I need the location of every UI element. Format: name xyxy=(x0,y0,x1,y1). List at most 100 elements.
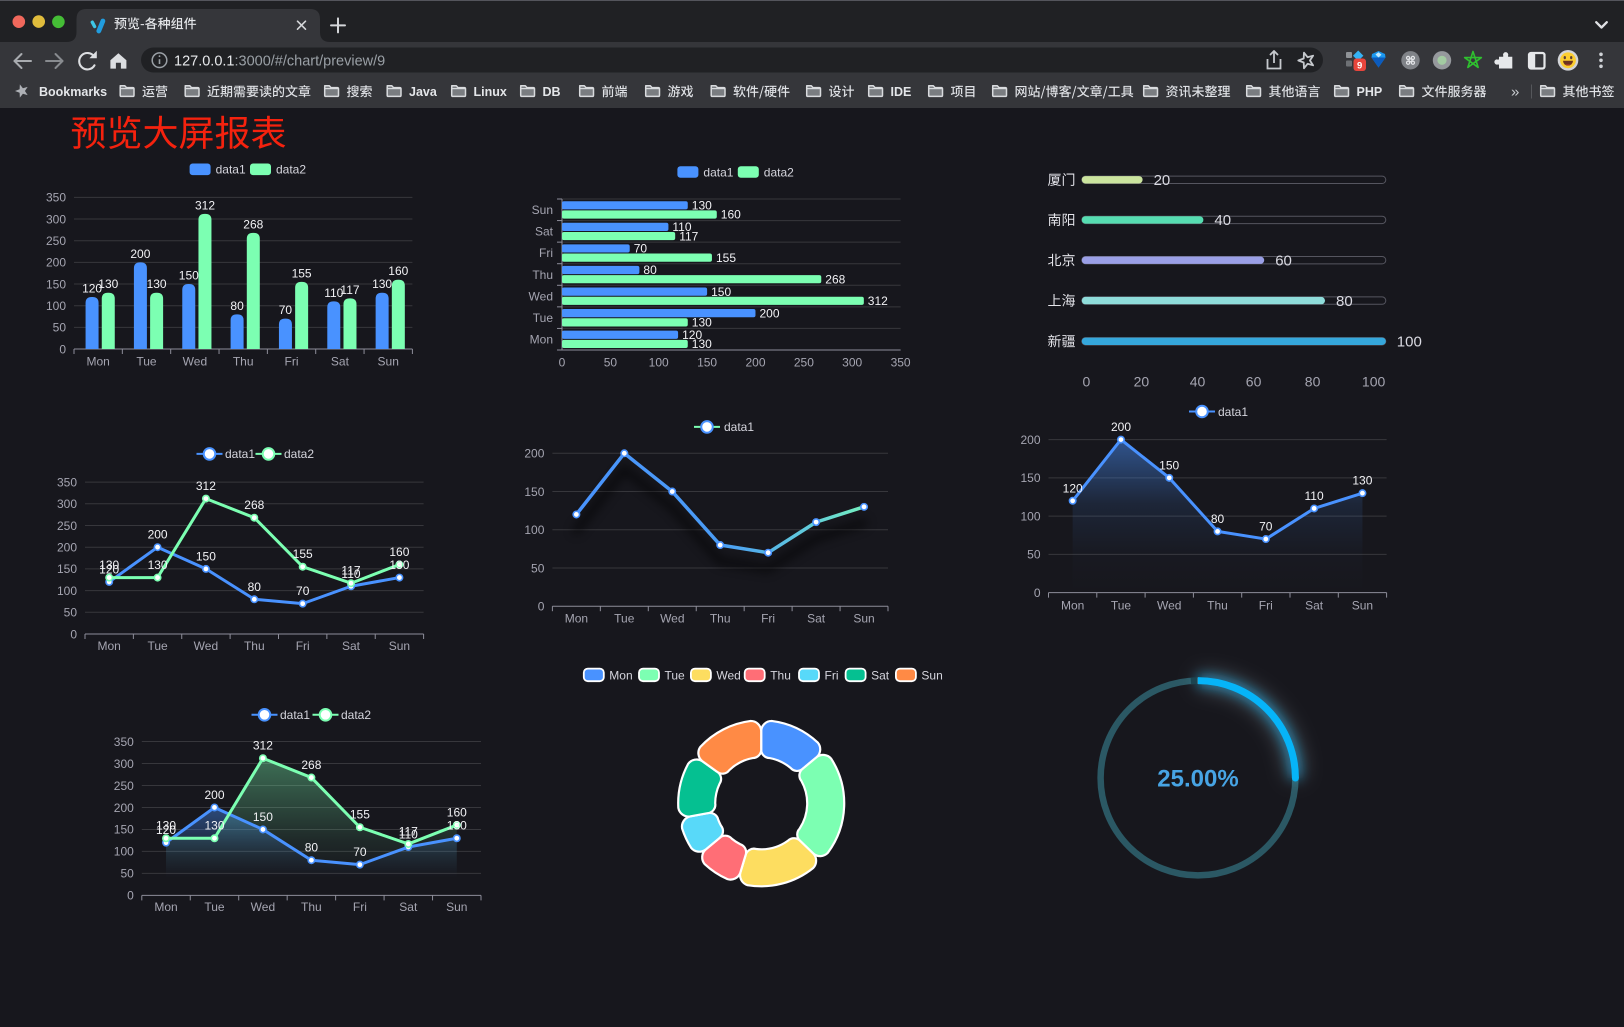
svg-text:Mon: Mon xyxy=(565,611,588,625)
svg-text:Wed: Wed xyxy=(251,900,275,914)
svg-text:130: 130 xyxy=(692,316,712,330)
svg-text:100: 100 xyxy=(1397,334,1422,351)
svg-text:200: 200 xyxy=(46,256,66,270)
svg-text:250: 250 xyxy=(46,234,66,248)
svg-text:0: 0 xyxy=(1083,374,1091,390)
svg-text:150: 150 xyxy=(253,810,273,824)
svg-text:350: 350 xyxy=(891,355,911,369)
svg-text:Thu: Thu xyxy=(301,900,322,914)
svg-text:100: 100 xyxy=(1020,509,1040,523)
svg-text:Tue: Tue xyxy=(204,900,225,914)
svg-text:155: 155 xyxy=(350,808,370,822)
svg-text:Sat: Sat xyxy=(871,668,890,682)
svg-text:200: 200 xyxy=(524,447,544,461)
svg-text:155: 155 xyxy=(292,266,312,280)
svg-text:Fri: Fri xyxy=(825,668,839,682)
svg-text:0: 0 xyxy=(559,355,566,369)
svg-text:200: 200 xyxy=(745,355,765,369)
svg-text:130: 130 xyxy=(447,819,467,833)
svg-text:117: 117 xyxy=(679,229,698,243)
svg-text:data1: data1 xyxy=(225,447,255,461)
svg-text:150: 150 xyxy=(1020,471,1040,485)
svg-text:0: 0 xyxy=(70,627,77,641)
svg-text:0: 0 xyxy=(59,342,66,356)
svg-text:130: 130 xyxy=(148,558,168,572)
svg-text:Mon: Mon xyxy=(87,354,110,368)
svg-text:200: 200 xyxy=(204,788,224,802)
svg-text:Mon: Mon xyxy=(1061,598,1084,612)
svg-text:110: 110 xyxy=(324,286,343,300)
svg-text:100: 100 xyxy=(57,584,77,598)
svg-text:60: 60 xyxy=(1246,374,1262,390)
svg-text:70: 70 xyxy=(1259,520,1273,534)
svg-text:268: 268 xyxy=(244,498,264,512)
svg-text:130: 130 xyxy=(692,199,712,213)
svg-text:Wed: Wed xyxy=(716,668,740,682)
svg-text:300: 300 xyxy=(57,497,77,511)
svg-text:data1: data1 xyxy=(280,708,310,722)
svg-text:130: 130 xyxy=(98,277,118,291)
svg-text:120: 120 xyxy=(1063,481,1083,495)
svg-text:Tue: Tue xyxy=(147,639,168,653)
svg-text:data2: data2 xyxy=(341,708,371,722)
svg-text:100: 100 xyxy=(114,845,134,859)
svg-text:117: 117 xyxy=(341,564,360,578)
svg-text:Linux: Linux xyxy=(474,85,507,99)
svg-text:350: 350 xyxy=(114,735,134,749)
svg-text:Tue: Tue xyxy=(614,611,635,625)
svg-text:150: 150 xyxy=(524,485,544,499)
svg-text:250: 250 xyxy=(114,779,134,793)
svg-text:Sun: Sun xyxy=(389,639,410,653)
svg-text:80: 80 xyxy=(230,299,244,313)
svg-text:117: 117 xyxy=(399,825,418,839)
svg-text:100: 100 xyxy=(46,299,66,313)
svg-text:160: 160 xyxy=(721,208,741,222)
svg-text:Sun: Sun xyxy=(378,354,399,368)
svg-text:200: 200 xyxy=(114,801,134,815)
svg-text:117: 117 xyxy=(340,283,359,297)
svg-text:50: 50 xyxy=(1027,548,1041,562)
svg-text:200: 200 xyxy=(130,247,150,261)
svg-text:data2: data2 xyxy=(764,165,794,179)
svg-text:130: 130 xyxy=(372,277,392,291)
svg-text:200: 200 xyxy=(760,306,780,320)
svg-text:120: 120 xyxy=(99,562,119,576)
svg-text:Sun: Sun xyxy=(921,668,942,682)
svg-text:70: 70 xyxy=(353,845,367,859)
svg-text:300: 300 xyxy=(46,212,66,226)
svg-text:268: 268 xyxy=(825,272,845,286)
svg-text:IDE: IDE xyxy=(891,85,912,99)
svg-text:Thu: Thu xyxy=(1207,598,1228,612)
svg-text:Tue: Tue xyxy=(136,354,157,368)
svg-text:20: 20 xyxy=(1134,374,1150,390)
svg-text:50: 50 xyxy=(531,561,545,575)
svg-text:300: 300 xyxy=(114,757,134,771)
svg-text:312: 312 xyxy=(195,198,215,212)
svg-text:data1: data1 xyxy=(703,165,733,179)
svg-text:25.00%: 25.00% xyxy=(1157,766,1238,793)
svg-text:130: 130 xyxy=(147,277,167,291)
svg-text:150: 150 xyxy=(114,823,134,837)
svg-text:268: 268 xyxy=(301,758,321,772)
svg-text:160: 160 xyxy=(389,545,409,559)
svg-text:110: 110 xyxy=(399,828,418,842)
svg-text:Wed: Wed xyxy=(194,639,218,653)
svg-text:Fri: Fri xyxy=(761,611,775,625)
svg-text:data1: data1 xyxy=(1218,405,1248,419)
svg-text:80: 80 xyxy=(305,841,319,855)
svg-text:155: 155 xyxy=(293,547,313,561)
svg-text:Sat: Sat xyxy=(399,900,418,914)
svg-text:120: 120 xyxy=(82,282,102,296)
svg-text:120: 120 xyxy=(156,823,176,837)
svg-text:Mon: Mon xyxy=(609,668,632,682)
svg-text:100: 100 xyxy=(1362,374,1386,390)
svg-text:100: 100 xyxy=(649,355,669,369)
svg-text:Sun: Sun xyxy=(853,611,874,625)
svg-text:250: 250 xyxy=(57,519,77,533)
svg-text:130: 130 xyxy=(389,558,409,572)
svg-text:130: 130 xyxy=(156,819,176,833)
svg-text:Wed: Wed xyxy=(1157,598,1181,612)
svg-text:Fri: Fri xyxy=(353,900,367,914)
svg-text:150: 150 xyxy=(1159,458,1179,472)
svg-text:70: 70 xyxy=(634,242,648,256)
